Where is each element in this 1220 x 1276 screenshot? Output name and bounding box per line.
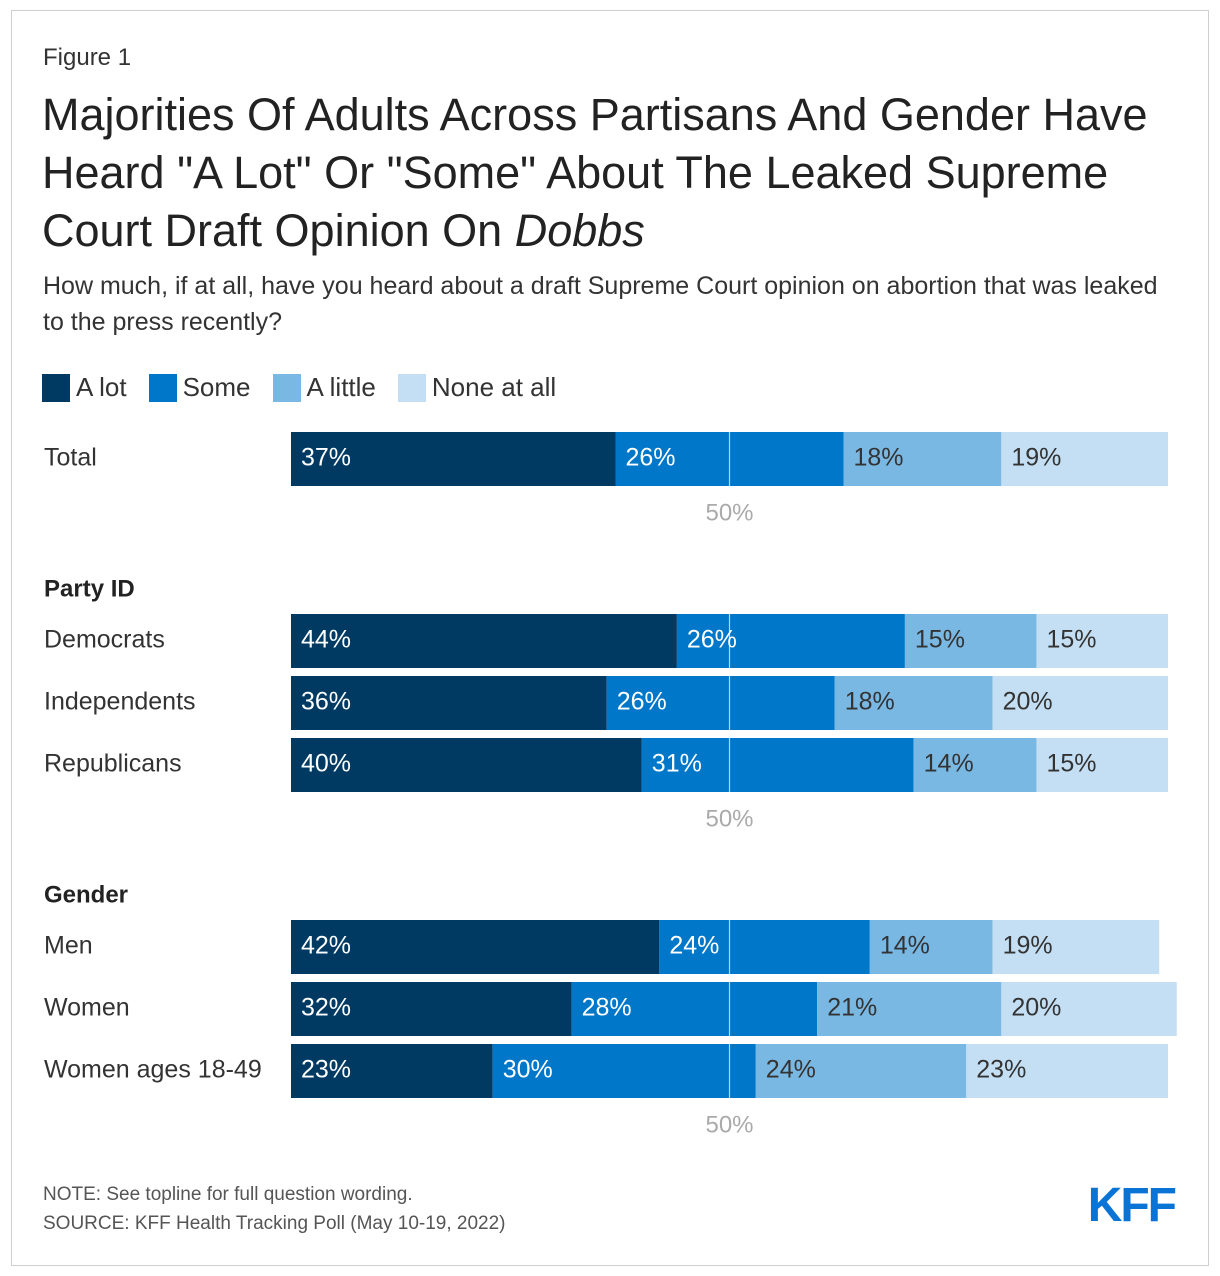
bar-segment-men-some: [659, 920, 870, 974]
data-label-democrats-none-at-all: 15%: [1046, 626, 1096, 654]
bar-segment-women-some: [571, 982, 818, 1036]
bar-segment-republicans-some: [641, 738, 914, 792]
group-label-gender: Gender: [44, 881, 128, 908]
category-label-republicans: Republicans: [44, 750, 182, 778]
legend-swatch-some: [148, 373, 177, 402]
bar-segment-men-none-at-all: [992, 920, 1160, 974]
bar-segment-women-a-lot: [291, 982, 572, 1036]
chart-title-main: Majorities Of Adults Across Partisans An…: [42, 89, 1148, 256]
legend-item-a-lot: A lot: [42, 372, 127, 403]
bar-segment-republicans-none-at-all: [1036, 738, 1168, 792]
data-label-independents-a-little: 18%: [845, 688, 895, 716]
data-label-republicans-a-lot: 40%: [301, 750, 351, 778]
data-label-democrats-some: 26%: [687, 626, 737, 654]
data-label-democrats-a-little: 15%: [915, 626, 965, 654]
bar-segment-women-ages-18-49-a-little: [755, 1044, 967, 1098]
bar-segment-women-a-little: [817, 982, 1002, 1036]
figure-frame: [11, 10, 1209, 1266]
data-label-women-none-at-all: 20%: [1011, 994, 1061, 1022]
bar-segment-democrats-some: [676, 614, 905, 668]
source-text: SOURCE: KFF Health Tracking Poll (May 10…: [43, 1213, 506, 1234]
category-label-independents: Independents: [44, 688, 196, 716]
bar-segment-democrats-none-at-all: [1036, 614, 1168, 668]
data-label-men-a-lot: 42%: [301, 932, 351, 960]
legend-item-a-little: A little: [272, 372, 376, 403]
data-label-republicans-none-at-all: 15%: [1046, 750, 1096, 778]
data-label-republicans-a-little: 14%: [924, 750, 974, 778]
reference-label-party-id: 50%: [705, 805, 753, 832]
bar-segment-democrats-a-lot: [291, 614, 677, 668]
data-label-men-some: 24%: [669, 932, 719, 960]
bar-segment-men-a-lot: [291, 920, 660, 974]
note-text: NOTE: See topline for full question word…: [43, 1184, 413, 1205]
reference-label-total: 50%: [705, 499, 753, 526]
chart-subtitle: How much, if at all, have you heard abou…: [43, 272, 1158, 336]
legend-swatch-a-lot: [42, 373, 70, 402]
data-label-women-a-little: 21%: [827, 994, 877, 1022]
legend-label-a-little: A little: [306, 372, 376, 402]
bar-segment-independents-none-at-all: [992, 676, 1168, 730]
bar-segment-republicans-a-little: [913, 738, 1037, 792]
data-label-women-a-lot: 32%: [301, 994, 351, 1022]
bar-segment-women-ages-18-49-a-lot: [291, 1044, 493, 1098]
bar-segment-total-a-lot: [291, 432, 616, 486]
bar-segment-women-ages-18-49-some: [492, 1044, 756, 1098]
bar-segment-men-a-little: [869, 920, 993, 974]
category-label-men: Men: [44, 932, 93, 960]
bar-segment-total-none-at-all: [1001, 432, 1168, 486]
bar-segment-independents-a-little: [834, 676, 993, 730]
group-label-party-id: Party ID: [44, 575, 135, 602]
data-label-women-some: 28%: [582, 994, 632, 1022]
figure-label: Figure 1: [43, 44, 132, 71]
data-label-total-some: 26%: [625, 444, 675, 472]
footnotes: NOTE: See topline for full question word…: [43, 1180, 506, 1238]
legend: A lot Some A little None at all: [42, 372, 578, 403]
data-label-independents-some: 26%: [617, 688, 667, 716]
bar-segment-democrats-a-little: [904, 614, 1037, 668]
legend-label-none-at-all: None at all: [431, 372, 557, 402]
bar-segment-women-none-at-all: [1001, 982, 1177, 1036]
data-label-women-ages-18-49-none-at-all: 23%: [976, 1056, 1026, 1084]
data-label-total-none-at-all: 19%: [1011, 444, 1061, 472]
data-label-men-a-little: 14%: [880, 932, 930, 960]
data-label-men-none-at-all: 19%: [1003, 932, 1053, 960]
bar-segment-women-ages-18-49-none-at-all: [966, 1044, 1168, 1098]
data-label-women-ages-18-49-some: 30%: [503, 1056, 553, 1084]
data-label-democrats-a-lot: 44%: [301, 626, 351, 654]
category-label-democrats: Democrats: [44, 626, 165, 654]
bar-segment-republicans-a-lot: [291, 738, 642, 792]
kff-logo: KFF: [1087, 1179, 1177, 1232]
chart-title-italic: Dobbs: [514, 205, 645, 256]
category-label-women: Women: [44, 994, 130, 1022]
legend-label-a-lot: A lot: [76, 372, 127, 402]
legend-label-some: Some: [182, 372, 251, 402]
category-label-women-ages-18-49: Women ages 18-49: [44, 1056, 262, 1084]
category-label-total: Total: [44, 444, 97, 472]
data-label-women-ages-18-49-a-little: 24%: [766, 1056, 816, 1084]
bar-segment-total-a-little: [843, 432, 1002, 486]
legend-swatch-none-at-all: [397, 373, 426, 402]
data-label-republicans-some: 31%: [652, 750, 702, 778]
legend-swatch-a-little: [272, 373, 301, 402]
legend-item-some: Some: [148, 372, 251, 403]
data-label-independents-none-at-all: 20%: [1003, 688, 1053, 716]
legend-item-none-at-all: None at all: [397, 372, 557, 403]
data-label-total-a-little: 18%: [854, 444, 904, 472]
data-label-independents-a-lot: 36%: [301, 688, 351, 716]
bar-segment-independents-a-lot: [291, 676, 607, 730]
chart-title: Majorities Of Adults Across Partisans An…: [42, 86, 1172, 260]
reference-label-gender: 50%: [705, 1111, 753, 1138]
data-label-total-a-lot: 37%: [301, 444, 351, 472]
bar-segment-independents-some: [606, 676, 835, 730]
data-label-women-ages-18-49-a-lot: 23%: [301, 1056, 351, 1084]
